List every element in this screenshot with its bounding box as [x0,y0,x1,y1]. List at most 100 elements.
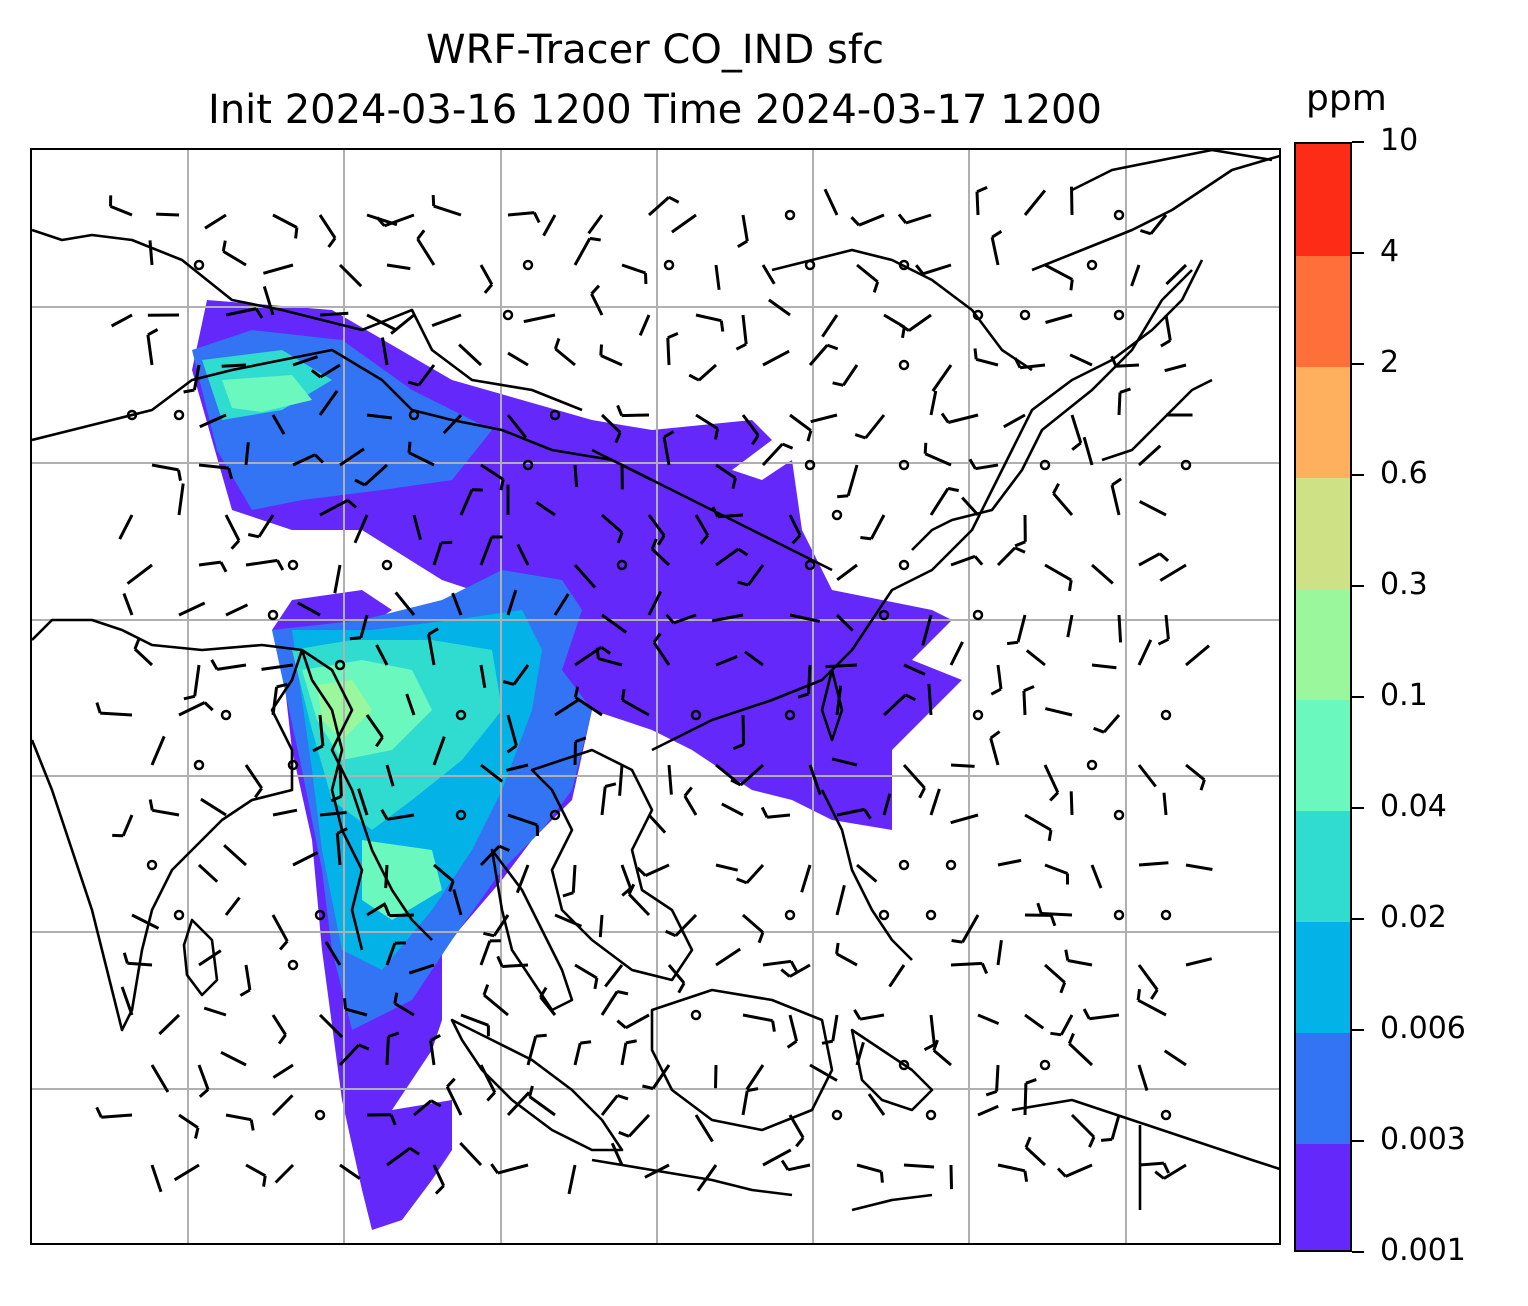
wind-barb-staff [996,939,1003,966]
wind-barb-staff [1117,392,1122,416]
wind-barb-staff [842,364,859,387]
wind-barb-staff [542,214,557,237]
wind-barb-staff [225,603,249,617]
map-panel[interactable] [30,148,1281,1245]
wind-barb-staff [961,914,980,943]
wind-barb-feather [968,458,977,470]
wind-barb-staff [1023,189,1047,216]
wind-barb-feather [797,692,809,699]
wind-barb-feather [1067,1032,1075,1045]
wind-barb-staff [131,913,160,930]
wind-barb-feather [247,533,260,539]
colorbar-tick [1352,585,1364,587]
wind-barb-staff [384,864,389,889]
wind-barb-staff [601,613,628,634]
coastline-indochina [530,748,694,982]
wind-barb-staff [1130,264,1141,287]
wind-barb-staff [271,414,286,435]
wind-barb-staff [932,1049,952,1067]
wind-barb-staff [199,413,227,429]
wind-barb-staff [257,514,275,538]
wind-barb-staff [1044,707,1073,717]
wind-barb-feather [1050,1031,1062,1037]
colorbar-segment [1296,810,1350,922]
wind-barb-staff [673,613,697,625]
wind-barb-staff [1110,484,1121,516]
calm-wind-marker [267,609,279,621]
calm-wind-marker [220,709,232,721]
wind-barb-staff [431,313,462,328]
wind-barb-staff [745,1064,765,1091]
wind-barb-staff [127,961,153,967]
wind-barb-feather [1119,387,1131,394]
wind-barb-staff [762,959,792,967]
wind-barb-feather [434,1184,445,1195]
wind-barb-staff [574,696,603,717]
wind-barb-staff [296,601,321,617]
wind-barb-feather [746,1087,759,1093]
wind-barb-feather [183,388,195,394]
wind-barb-staff [621,263,646,275]
colorbar-segment [1296,921,1350,1033]
wind-barb-feather [486,1091,496,1102]
wind-barb-staff [497,1163,529,1175]
wind-barb-feather [1110,355,1118,367]
wind-barb-staff [126,563,153,585]
wind-barb-staff [601,513,624,534]
calm-wind-marker [784,209,796,221]
wind-barb-staff [366,902,387,917]
wind-barb-staff [741,214,749,242]
wind-barb-staff [366,413,393,420]
wind-barb-feather [528,1085,534,1097]
wind-barb-staff [100,711,133,717]
wind-barb-feather [227,467,233,480]
coastline-philippines [820,789,913,961]
wind-barb-feather [665,929,677,938]
wind-barb-feather [562,891,574,898]
calm-wind-marker [831,1109,843,1121]
calm-wind-marker [1113,909,1125,921]
wind-barb-staff [762,1148,792,1167]
wind-barb-staff [460,1013,489,1027]
wind-barb-staff [151,463,179,472]
wind-barb-staff [1069,791,1074,816]
wind-barb-staff [512,664,530,686]
wind-barb-staff [333,564,342,594]
calm-wind-marker [1113,209,1125,221]
coastlines-and-borders [32,150,1279,1212]
wind-barb-staff [1137,764,1157,788]
wind-barb-feather [918,787,926,799]
calm-wind-marker [408,409,420,421]
wind-barb-staff [598,914,604,938]
wind-barb-staff [1059,1014,1074,1036]
colorbar-tick-label: 0.02 [1380,900,1447,935]
wind-barb-staff [600,990,619,1016]
wind-barb-staff [810,413,838,424]
coastline-india [32,618,304,1032]
wind-barb-feather [429,1033,441,1042]
wind-barb-feather [940,412,950,424]
wind-barb-staff [523,313,556,324]
wind-barb-staff [365,714,384,739]
wind-barb-feather [806,430,813,442]
wind-barb-staff [1149,214,1168,235]
wind-barb-feather [617,1094,629,1101]
wind-barb-staff [1066,614,1074,638]
wind-barb-staff [408,963,435,975]
wind-barb-feather [1049,914,1057,927]
wind-barb-feather [1157,637,1170,646]
wind-barb-staff [405,693,416,716]
wind-barb-staff [158,1013,181,1036]
wind-barb-feather [1093,726,1105,734]
wind-barb-staff [800,864,812,893]
wind-barb-staff [625,1013,650,1030]
wind-barb-staff [197,1064,210,1091]
wind-barb-staff [417,364,436,387]
wind-barb-staff [483,993,509,1017]
wind-barb-staff [711,613,744,623]
wind-barb-staff [950,961,983,967]
wind-barb-feather [711,506,720,518]
wind-barb-feather [1160,339,1172,348]
wind-barb-staff [480,463,505,481]
wind-barb-staff [245,558,278,567]
